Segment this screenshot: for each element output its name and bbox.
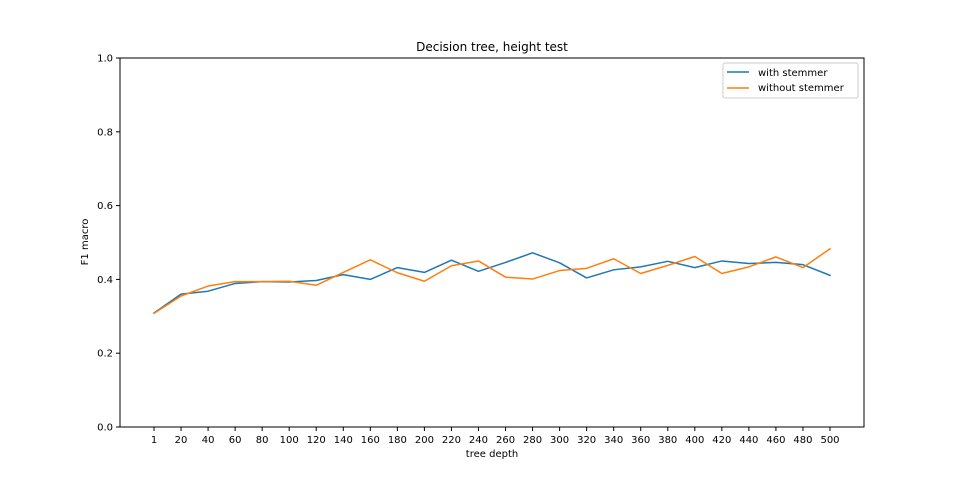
series-layer (152, 247, 832, 315)
y-tick-label: 0.4 (97, 275, 113, 286)
x-tick-label: 420 (712, 435, 731, 446)
y-tick-label: 0.0 (97, 423, 113, 434)
legend-label-with-stemmer: with stemmer (758, 68, 828, 79)
x-tick-label: 280 (523, 435, 542, 446)
x-tick-label: 320 (577, 435, 596, 446)
x-tick-label: 380 (658, 435, 677, 446)
x-tick-label: 60 (229, 435, 242, 446)
x-tick-label: 360 (631, 435, 650, 446)
x-tick-label: 440 (739, 435, 758, 446)
x-tick-label: 460 (766, 435, 785, 446)
x-tick-label: 260 (496, 435, 515, 446)
y-tick-label: 0.8 (97, 127, 113, 138)
x-tick-label: 120 (307, 435, 326, 446)
y-tick-label: 0.6 (97, 201, 113, 212)
legend-box (722, 62, 859, 99)
y-tick-label: 0.2 (97, 349, 113, 360)
x-tick-label: 200 (415, 435, 434, 446)
x-tick-label: 220 (442, 435, 461, 446)
x-tick-label: 500 (820, 435, 839, 446)
x-tick-label: 340 (604, 435, 623, 446)
x-tick-label: 20 (175, 435, 188, 446)
y-axis-label: F1 macro (80, 219, 91, 266)
x-tick-label: 40 (202, 435, 215, 446)
x-tick-label: 1 (151, 435, 157, 446)
x-tick-label: 100 (280, 435, 299, 446)
x-axis-label: tree depth (466, 449, 518, 460)
plot-area (119, 57, 865, 428)
x-tick-label: 80 (256, 435, 269, 446)
x-tick-label: 400 (685, 435, 704, 446)
x-axis: 1 20 40 60 80 100 120 140 160 180 200 220 240 260 280 3… (151, 427, 840, 446)
x-tick-label: 160 (361, 435, 380, 446)
legend: with stemmer without stemmer (722, 62, 859, 99)
x-tick-label: 300 (550, 435, 569, 446)
series-line-with-stemmer (152, 252, 831, 315)
x-tick-label: 180 (388, 435, 407, 446)
x-tick-label: 480 (793, 435, 812, 446)
series-line-without-stemmer (152, 247, 832, 315)
x-tick-label: 240 (469, 435, 488, 446)
y-tick-label: 1.0 (97, 54, 113, 65)
y-axis: 0.0 0.2 0.4 0.6 0.8 1.0 (97, 54, 120, 434)
chart-title: Decision tree, height test (416, 40, 568, 54)
legend-label-without-stemmer: without stemmer (758, 83, 845, 94)
x-tick-label: 140 (334, 435, 353, 446)
